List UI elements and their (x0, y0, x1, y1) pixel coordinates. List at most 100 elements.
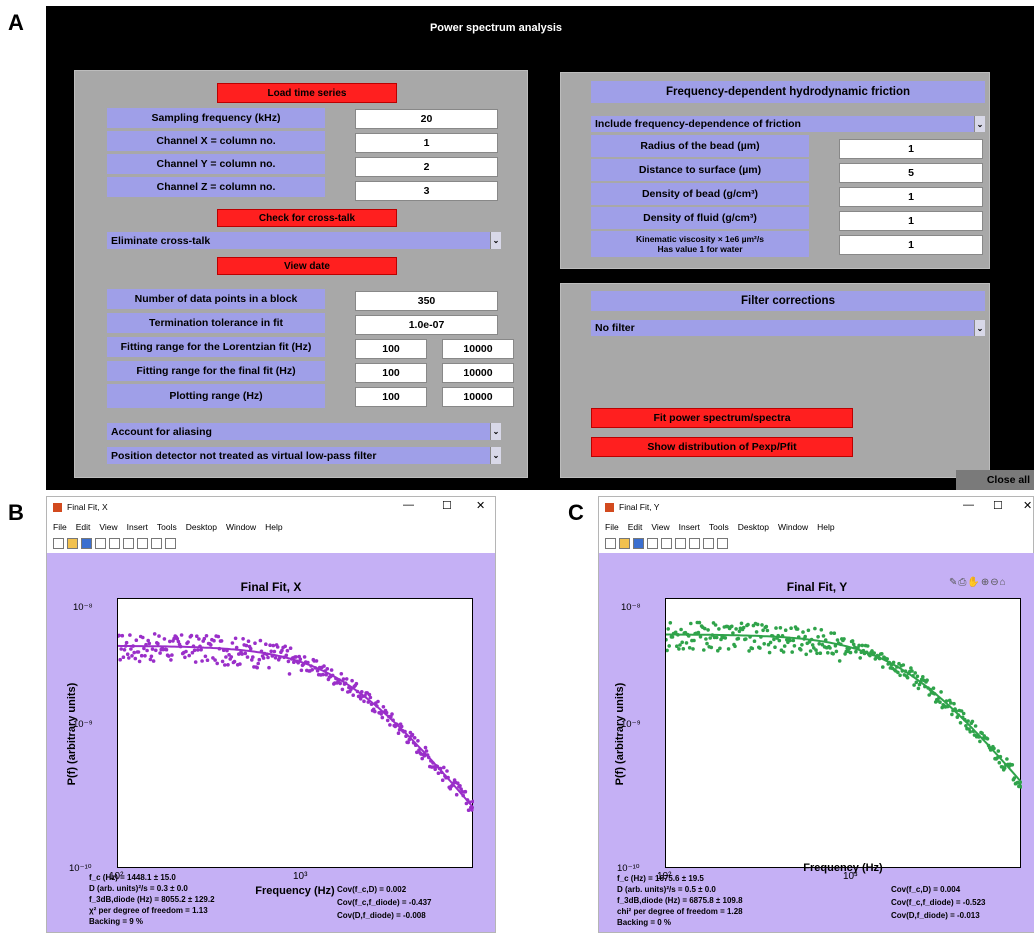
menu-view[interactable]: View (99, 522, 117, 532)
menu-insert[interactable]: Insert (679, 522, 700, 532)
channel-x-field[interactable]: 1 (355, 133, 498, 153)
menu-window[interactable]: Window (226, 522, 256, 532)
check-cross-talk-button[interactable]: Check for cross-talk (217, 209, 397, 227)
data-point (925, 678, 929, 682)
window-title: Power spectrum analysis (46, 22, 946, 34)
data-point (854, 650, 858, 654)
bead-radius-field[interactable]: 1 (839, 139, 983, 159)
menu-desktop[interactable]: Desktop (186, 522, 217, 532)
data-point (923, 685, 927, 689)
sampling-frequency-field[interactable]: 20 (355, 109, 498, 129)
data-point (388, 723, 392, 727)
channel-y-field[interactable]: 2 (355, 157, 498, 177)
data-point (911, 674, 915, 678)
data-point (702, 648, 706, 652)
data-point (138, 660, 142, 664)
figure-x-canvas: Final Fit, X 10⁻⁸ 10⁻⁹ 10⁻¹⁰ 10² 10³ P(f… (47, 553, 495, 932)
figure-y-ytick-1e-8: 10⁻⁸ (621, 602, 641, 613)
menu-edit[interactable]: Edit (76, 522, 91, 532)
menu-view[interactable]: View (651, 522, 669, 532)
plotting-range-min[interactable]: 100 (355, 387, 427, 407)
data-point (314, 666, 318, 670)
fluid-density-field[interactable]: 1 (839, 211, 983, 231)
property-editor-icon[interactable] (165, 538, 176, 549)
bead-density-field[interactable]: 1 (839, 187, 983, 207)
open-file-icon[interactable] (619, 538, 630, 549)
view-date-button[interactable]: View date (217, 257, 397, 275)
cursor-icon[interactable] (703, 538, 714, 549)
close-all-button[interactable]: Close all (956, 470, 1034, 490)
data-point (677, 647, 681, 651)
tolerance-field[interactable]: 1.0e-07 (355, 315, 498, 335)
minimize-icon[interactable]: — (963, 499, 974, 511)
channel-z-field[interactable]: 3 (355, 181, 498, 201)
friction-dropdown[interactable]: Include frequency-dependence of friction… (591, 116, 985, 132)
property-editor-icon[interactable] (717, 538, 728, 549)
axes-toolbar-icons[interactable]: ✎⎙✋⊕⊖⌂ (949, 577, 1007, 588)
figure-y-ylabel: P(f) (arbitrary units) (614, 669, 626, 799)
menu-file[interactable]: File (605, 522, 619, 532)
close-icon[interactable]: ✕ (1023, 499, 1032, 512)
surface-distance-field[interactable]: 5 (839, 163, 983, 183)
data-point (842, 637, 846, 641)
menu-help[interactable]: Help (265, 522, 282, 532)
data-point (708, 636, 712, 640)
plotting-range-max[interactable]: 10000 (442, 387, 514, 407)
data-point (458, 784, 462, 788)
colorbar-icon[interactable] (123, 538, 134, 549)
filter-dropdown[interactable]: No filter ⌄ (591, 320, 985, 336)
block-size-field[interactable]: 350 (355, 291, 498, 311)
fit-spectrum-button[interactable]: Fit power spectrum/spectra (591, 408, 853, 428)
menu-desktop[interactable]: Desktop (738, 522, 769, 532)
menu-tools[interactable]: Tools (709, 522, 729, 532)
cross-talk-dropdown[interactable]: Eliminate cross-talk ⌄ (107, 232, 501, 249)
link-plot-icon[interactable] (661, 538, 672, 549)
data-point (241, 637, 245, 641)
figure-window-y: Final Fit, Y — ☐ ✕ File Edit View Insert Too… (598, 496, 1034, 933)
final-fit-range-max[interactable]: 10000 (442, 363, 514, 383)
minimize-icon[interactable]: — (403, 499, 414, 511)
data-point (671, 635, 675, 639)
menu-window[interactable]: Window (778, 522, 808, 532)
legend-icon[interactable] (137, 538, 148, 549)
new-figure-icon[interactable] (605, 538, 616, 549)
data-point (834, 644, 838, 648)
menu-insert[interactable]: Insert (127, 522, 148, 532)
menu-edit[interactable]: Edit (628, 522, 643, 532)
lorentzian-range-max[interactable]: 10000 (442, 339, 514, 359)
final-fit-range-min[interactable]: 100 (355, 363, 427, 383)
save-icon[interactable] (633, 538, 644, 549)
maximize-icon[interactable]: ☐ (993, 499, 1003, 512)
data-point (145, 649, 149, 653)
data-point (351, 693, 355, 697)
legend-icon[interactable] (689, 538, 700, 549)
menu-help[interactable]: Help (817, 522, 834, 532)
colorbar-icon[interactable] (675, 538, 686, 549)
data-point (784, 628, 788, 632)
print-icon[interactable] (647, 538, 658, 549)
data-point (826, 651, 830, 655)
aliasing-dropdown[interactable]: Account for aliasing ⌄ (107, 423, 501, 440)
maximize-icon[interactable]: ☐ (442, 499, 452, 512)
lorentzian-range-min[interactable]: 100 (355, 339, 427, 359)
cursor-icon[interactable] (151, 538, 162, 549)
new-figure-icon[interactable] (53, 538, 64, 549)
link-plot-icon[interactable] (109, 538, 120, 549)
data-point (679, 628, 683, 632)
menu-bar-x: File Edit View Insert Tools Desktop Window Help (53, 522, 292, 532)
open-file-icon[interactable] (67, 538, 78, 549)
menu-file[interactable]: File (53, 522, 67, 532)
menu-tools[interactable]: Tools (157, 522, 177, 532)
data-point (144, 643, 148, 647)
detector-dropdown[interactable]: Position detector not treated as virtual… (107, 447, 501, 464)
save-icon[interactable] (81, 538, 92, 549)
show-distribution-button[interactable]: Show distribution of Pexp/Pfit (591, 437, 853, 457)
print-icon[interactable] (95, 538, 106, 549)
data-point (296, 661, 300, 665)
close-icon[interactable]: ✕ (476, 499, 485, 512)
data-point (170, 653, 174, 657)
data-point (788, 639, 792, 643)
viscosity-field[interactable]: 1 (839, 235, 983, 255)
load-time-series-button[interactable]: Load time series (217, 83, 397, 103)
data-point (947, 704, 951, 708)
